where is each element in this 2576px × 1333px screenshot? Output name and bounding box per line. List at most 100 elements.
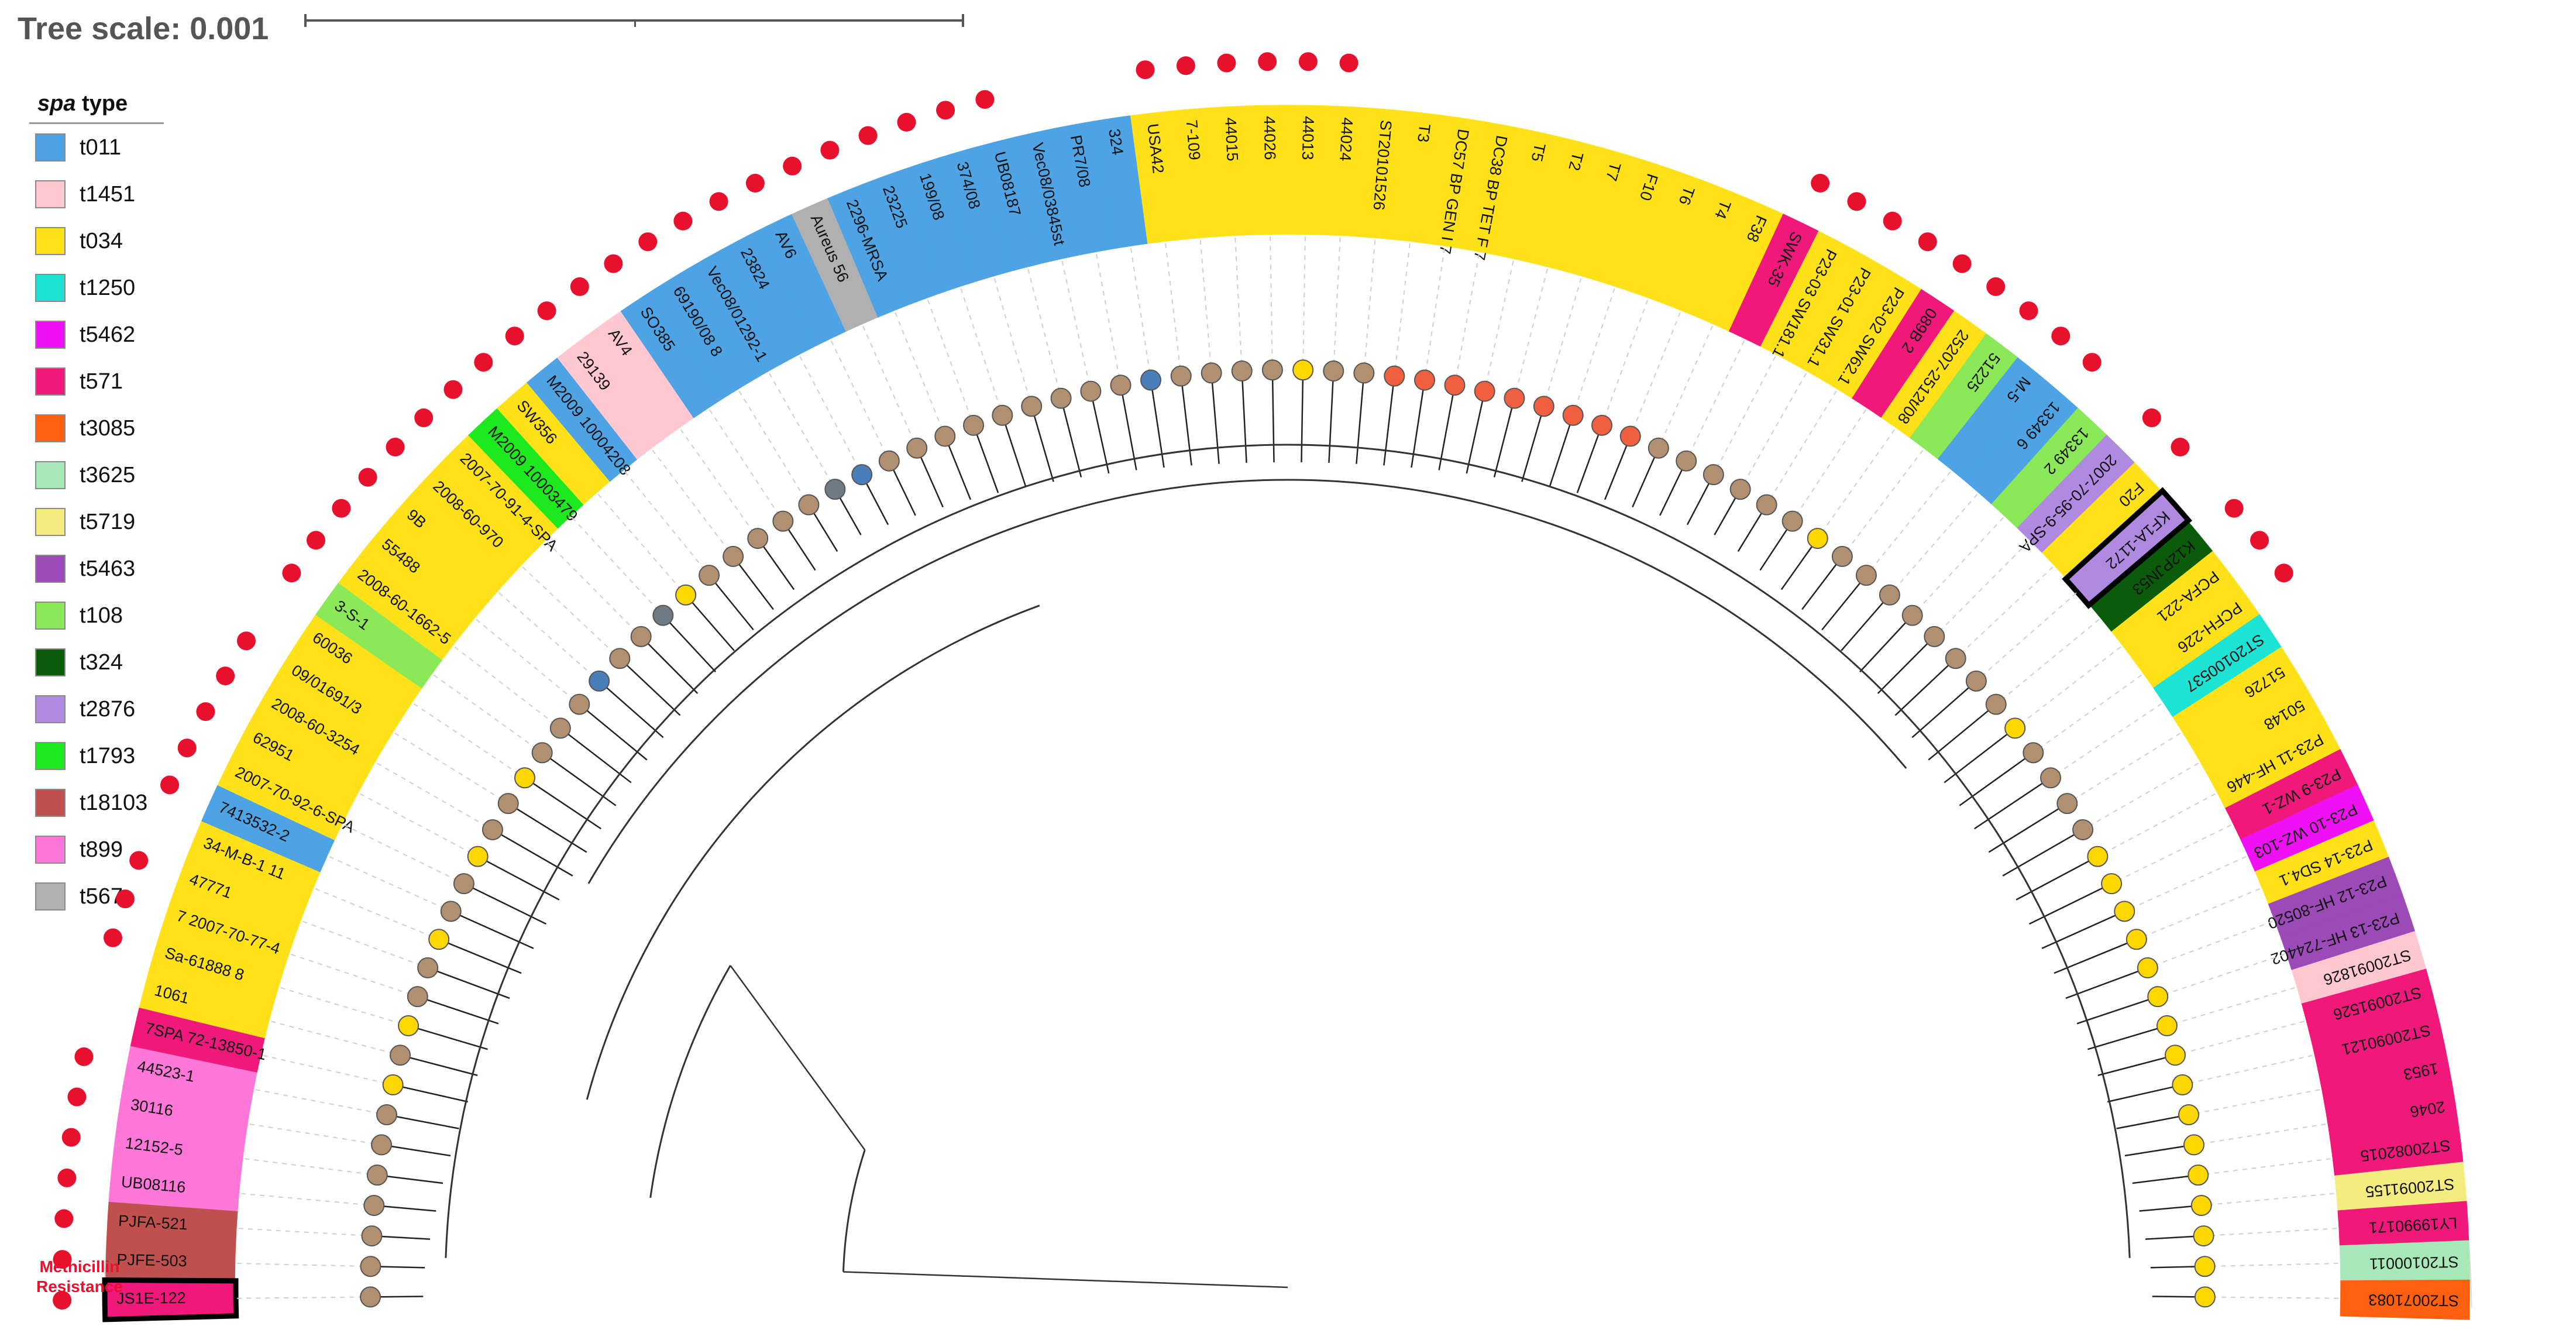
leaf-guide <box>2212 1263 2338 1267</box>
methicillin-resistance-label: Methicillin Resistance <box>36 1257 123 1297</box>
tree-backbone <box>445 444 2131 1258</box>
mr-dot <box>505 327 524 346</box>
tip-node <box>497 793 519 815</box>
leaf-guide <box>2212 1296 2338 1299</box>
leaf-guide <box>2195 1089 2320 1114</box>
legend-title: spa type <box>29 87 164 124</box>
tip-node <box>1231 360 1253 382</box>
tree-branch <box>946 440 972 500</box>
mr-dot <box>2250 531 2269 550</box>
mr-dot <box>858 126 878 145</box>
tree-branch <box>1271 375 1275 463</box>
tree-branch <box>1632 452 1657 508</box>
leaf-guide <box>1846 449 1924 551</box>
leaf-guide <box>1165 243 1181 369</box>
tree-branch <box>1959 754 2030 806</box>
tip-node <box>366 1164 388 1186</box>
tip-node <box>2194 1286 2216 1308</box>
tip-node <box>2172 1074 2193 1095</box>
legend-swatch <box>35 461 66 489</box>
leaf-guide <box>1515 269 1548 392</box>
legend-label: t5462 <box>80 322 136 347</box>
tree-branch <box>1859 618 1910 673</box>
mr-dot <box>1176 56 1195 75</box>
legend-swatch <box>35 414 66 442</box>
legend-label: t18103 <box>80 790 148 815</box>
leaf-guide <box>1632 312 1681 430</box>
leaf-guide <box>624 471 706 571</box>
highlight-box <box>102 1277 239 1322</box>
tip-node <box>2194 1256 2216 1277</box>
tip-node <box>1855 565 1877 586</box>
tree-branch <box>404 1056 478 1076</box>
tree-branch <box>1356 377 1364 464</box>
leaf-guide <box>2103 793 2216 854</box>
mr-dot <box>332 499 351 518</box>
tip-node <box>1353 362 1375 384</box>
leaf-guide <box>768 373 833 484</box>
mr-dot <box>103 928 122 947</box>
leaf-guide <box>241 1193 367 1205</box>
legend-item: t5462 <box>29 311 164 358</box>
leaf-guide <box>2154 920 2273 966</box>
tree-branch <box>1211 377 1220 464</box>
leaf-guide <box>1981 592 2077 677</box>
mr-dot <box>160 775 180 795</box>
tip-node <box>2040 767 2062 789</box>
tree-branch <box>432 968 510 999</box>
leaf-guide <box>2072 733 2181 801</box>
tip-node <box>1781 510 1803 532</box>
leaf-guide <box>1455 253 1480 379</box>
leaf-guide <box>1234 238 1243 365</box>
tree-branch <box>2076 997 2154 1025</box>
tree-branch <box>711 578 754 631</box>
tip-node <box>798 494 820 516</box>
leaf-guide <box>2173 987 2295 1025</box>
mr-dot <box>443 380 463 399</box>
leaf-label: 44013 <box>1299 116 1317 160</box>
leaf-label: PJFE-503 <box>116 1250 187 1270</box>
legend-label: t1451 <box>80 181 136 207</box>
legend-label: t2876 <box>80 696 136 722</box>
tree-branch <box>1241 375 1247 463</box>
tip-node <box>1676 450 1697 472</box>
mr-dot <box>1298 52 1318 71</box>
leaf-label: 44026 <box>1261 116 1279 160</box>
tree-backbone <box>587 479 1907 884</box>
tree-branch <box>1061 403 1082 477</box>
leaf-guide <box>329 856 445 909</box>
leaf-guide <box>1770 390 1837 499</box>
tip-node <box>569 693 590 715</box>
leaf-label: PJFA-521 <box>118 1212 188 1234</box>
leaf-guide <box>1425 248 1446 373</box>
tree-branch <box>391 1115 459 1129</box>
legend-item: t1250 <box>29 264 164 311</box>
tip-node <box>2183 1134 2204 1156</box>
leaf-guide <box>1939 541 2029 633</box>
leaf-guide <box>476 619 575 700</box>
mr-dot <box>936 101 955 120</box>
tree-branch <box>381 1174 443 1184</box>
tip-node <box>440 901 462 922</box>
tip-node <box>589 670 610 692</box>
leaf-guide <box>1130 248 1151 373</box>
mr-dot <box>196 702 215 722</box>
legend-label: t571 <box>80 369 123 394</box>
tree-branch <box>688 597 735 651</box>
tree-branch <box>1780 541 1816 590</box>
legend-label: t324 <box>80 650 123 675</box>
legend-label: t3085 <box>80 415 136 441</box>
tree-branch <box>602 683 664 738</box>
tip-node <box>360 1256 381 1277</box>
mr-dot <box>537 301 556 321</box>
legend-item: t899 <box>29 826 164 873</box>
tree-branch <box>2150 1266 2200 1269</box>
legend-label: t108 <box>80 603 123 628</box>
tree-branch <box>1120 389 1137 470</box>
mr-dot <box>2171 438 2190 457</box>
leaf-guide <box>2208 1193 2334 1205</box>
mr-dot <box>236 631 256 651</box>
mr-dot <box>115 889 135 909</box>
mr-dot <box>2082 353 2102 372</box>
tree-branch <box>1737 508 1765 552</box>
